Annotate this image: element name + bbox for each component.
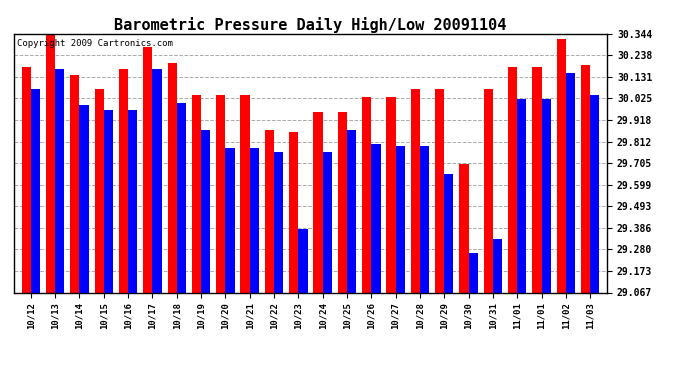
Bar bbox=[484, 89, 493, 292]
Bar bbox=[95, 89, 103, 292]
Bar bbox=[21, 67, 31, 292]
Bar bbox=[386, 98, 395, 292]
Bar bbox=[411, 89, 420, 292]
Bar bbox=[240, 95, 250, 292]
Bar bbox=[371, 144, 381, 292]
Bar bbox=[566, 73, 575, 292]
Bar bbox=[289, 132, 298, 292]
Bar bbox=[70, 75, 79, 292]
Bar bbox=[493, 239, 502, 292]
Bar bbox=[192, 95, 201, 292]
Bar bbox=[508, 67, 518, 292]
Bar bbox=[168, 63, 177, 292]
Bar bbox=[250, 148, 259, 292]
Bar bbox=[104, 110, 113, 292]
Bar bbox=[395, 146, 405, 292]
Bar bbox=[79, 105, 89, 292]
Bar bbox=[144, 47, 152, 292]
Bar bbox=[581, 65, 590, 292]
Bar bbox=[46, 34, 55, 292]
Bar bbox=[337, 111, 347, 292]
Bar bbox=[152, 69, 161, 292]
Bar bbox=[55, 69, 64, 292]
Bar bbox=[323, 152, 332, 292]
Bar bbox=[590, 95, 600, 292]
Title: Barometric Pressure Daily High/Low 20091104: Barometric Pressure Daily High/Low 20091… bbox=[115, 16, 506, 33]
Bar bbox=[444, 174, 453, 292]
Bar bbox=[313, 111, 323, 292]
Bar bbox=[274, 152, 284, 292]
Bar bbox=[362, 98, 371, 292]
Bar bbox=[557, 39, 566, 292]
Bar bbox=[216, 95, 226, 292]
Bar bbox=[177, 104, 186, 292]
Bar bbox=[542, 99, 551, 292]
Bar bbox=[265, 130, 274, 292]
Bar bbox=[347, 130, 356, 292]
Bar bbox=[460, 164, 469, 292]
Bar bbox=[31, 89, 40, 292]
Bar bbox=[518, 99, 526, 292]
Text: Copyright 2009 Cartronics.com: Copyright 2009 Cartronics.com bbox=[17, 39, 172, 48]
Bar bbox=[226, 148, 235, 292]
Bar bbox=[532, 67, 542, 292]
Bar bbox=[435, 89, 444, 292]
Bar bbox=[420, 146, 429, 292]
Bar bbox=[128, 110, 137, 292]
Bar bbox=[469, 254, 477, 292]
Bar bbox=[298, 229, 308, 292]
Bar bbox=[119, 69, 128, 292]
Bar bbox=[201, 130, 210, 292]
